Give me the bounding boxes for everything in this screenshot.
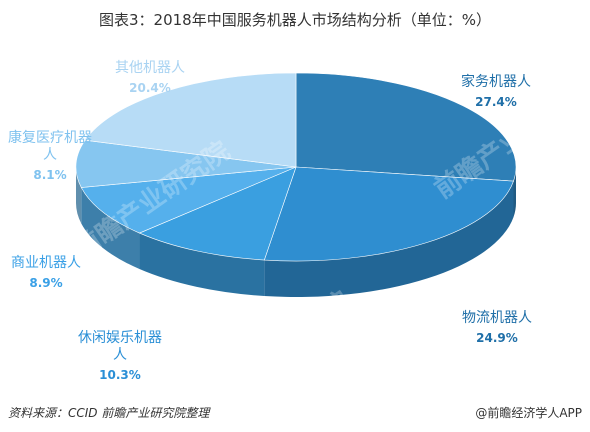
slice-value-1: 24.9% bbox=[476, 331, 518, 345]
pie-side-4 bbox=[76, 167, 82, 224]
slice-label-1: 物流机器人 bbox=[462, 310, 532, 326]
slice-value-4: 8.1% bbox=[33, 168, 66, 182]
slice-value-3: 8.9% bbox=[29, 276, 62, 290]
slice-value-0: 27.4% bbox=[475, 95, 517, 109]
slice-label-4: 康复医疗机器人 bbox=[8, 129, 92, 163]
slice-value-5: 20.4% bbox=[129, 81, 171, 95]
pie-side-1 bbox=[264, 181, 514, 297]
pie-slice-5 bbox=[84, 72, 297, 168]
pie-side-2 bbox=[139, 233, 265, 297]
chart-title: 图表3：2018年中国服务机器人市场结构分析（单位：%） bbox=[99, 11, 491, 29]
pie-slice-1 bbox=[263, 166, 514, 262]
slice-label-0: 家务机器人 bbox=[461, 73, 531, 90]
pie-slice-0 bbox=[295, 72, 517, 182]
slice-label-5: 其他机器人 bbox=[115, 60, 185, 76]
slice-label-2: 休闲娱乐机器人 bbox=[78, 330, 162, 363]
pie-slice-2 bbox=[138, 166, 297, 261]
pie-side-3 bbox=[81, 187, 140, 270]
slice-value-2: 10.3% bbox=[99, 368, 141, 382]
pie-slice-4 bbox=[75, 139, 297, 188]
brand-label: @前瞻经济学人APP bbox=[475, 406, 582, 420]
slice-label-3: 商业机器人 bbox=[11, 255, 81, 271]
pie-slice-3 bbox=[80, 166, 297, 234]
source-note: 资料来源：CCID 前瞻产业研究院整理 bbox=[8, 406, 210, 420]
